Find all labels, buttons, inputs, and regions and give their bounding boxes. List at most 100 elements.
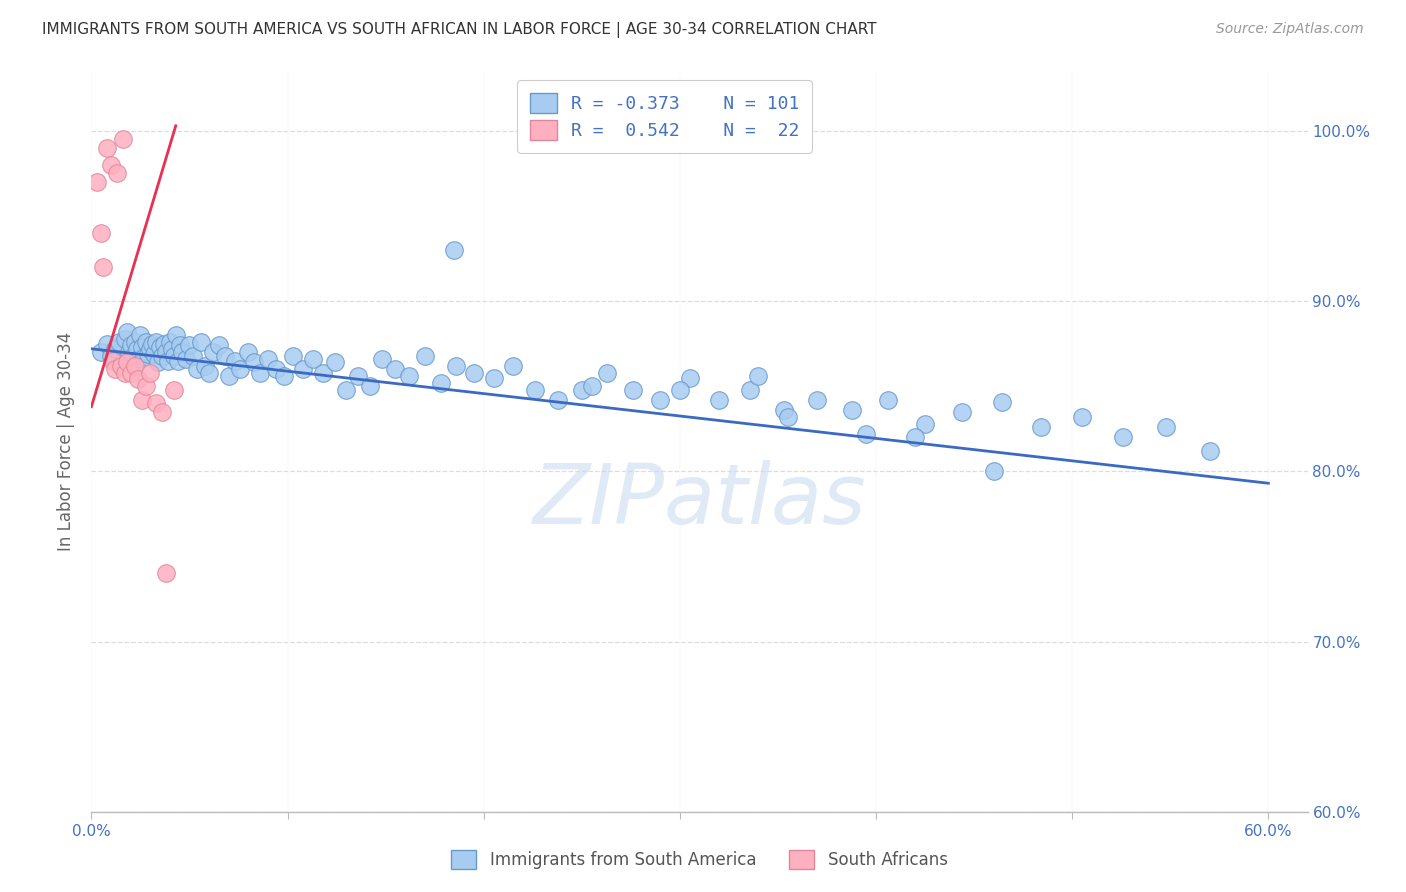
Point	[876, 392, 898, 407]
Point	[983, 464, 1005, 478]
Point	[179, 338, 201, 352]
Point	[292, 362, 315, 376]
Point	[134, 351, 156, 365]
Point	[264, 362, 287, 376]
Point	[141, 336, 163, 351]
Point	[170, 345, 193, 359]
Point	[443, 243, 465, 257]
Point	[273, 369, 295, 384]
Point	[114, 366, 136, 380]
Point	[202, 345, 225, 359]
Point	[100, 349, 122, 363]
Point	[174, 351, 197, 366]
Point	[429, 376, 451, 390]
Point	[312, 366, 335, 380]
Point	[502, 359, 524, 373]
Point	[120, 366, 142, 380]
Point	[776, 409, 799, 424]
Point	[150, 405, 173, 419]
Point	[650, 392, 672, 407]
Point	[155, 345, 177, 359]
Point	[740, 383, 762, 397]
Point	[96, 141, 118, 155]
Point	[114, 332, 136, 346]
Point	[950, 405, 973, 419]
Point	[679, 370, 702, 384]
Point	[115, 325, 138, 339]
Point	[129, 328, 152, 343]
Point	[214, 349, 236, 363]
Point	[156, 353, 179, 368]
Text: ZIPatlas: ZIPatlas	[533, 460, 866, 541]
Point	[581, 379, 603, 393]
Point	[169, 338, 191, 352]
Point	[186, 362, 208, 376]
Point	[131, 392, 153, 407]
Point	[135, 334, 157, 349]
Point	[155, 566, 177, 581]
Point	[149, 340, 172, 354]
Point	[707, 392, 730, 407]
Point	[145, 334, 167, 349]
Point	[105, 166, 128, 180]
Point	[139, 342, 162, 356]
Point	[772, 403, 794, 417]
Text: IMMIGRANTS FROM SOUTH AMERICA VS SOUTH AFRICAN IN LABOR FORCE | AGE 30-34 CORREL: IMMIGRANTS FROM SOUTH AMERICA VS SOUTH A…	[42, 22, 877, 38]
Point	[841, 403, 863, 417]
Point	[413, 349, 436, 363]
Point	[101, 353, 124, 368]
Point	[747, 369, 769, 384]
Point	[127, 351, 149, 366]
Point	[669, 383, 692, 397]
Point	[596, 366, 619, 380]
Point	[131, 340, 153, 354]
Point	[160, 342, 183, 356]
Point	[914, 417, 936, 431]
Point	[124, 334, 146, 349]
Point	[190, 334, 212, 349]
Point	[806, 392, 828, 407]
Point	[125, 342, 148, 356]
Point	[359, 379, 381, 393]
Point	[463, 366, 485, 380]
Point	[218, 369, 240, 384]
Point	[323, 355, 346, 369]
Point	[194, 359, 217, 373]
Point	[482, 370, 505, 384]
Point	[547, 392, 569, 407]
Point	[224, 353, 246, 368]
Point	[108, 334, 131, 349]
Point	[120, 338, 142, 352]
Point	[238, 345, 260, 359]
Point	[571, 383, 593, 397]
Point	[159, 334, 181, 349]
Point	[855, 426, 877, 441]
Point	[150, 349, 173, 363]
Point	[183, 349, 205, 363]
Point	[283, 349, 305, 363]
Point	[257, 351, 280, 366]
Point	[118, 345, 141, 359]
Point	[1029, 420, 1052, 434]
Point	[1156, 420, 1178, 434]
Point	[111, 353, 134, 368]
Legend: Immigrants from South America, South Africans: Immigrants from South America, South Afr…	[443, 842, 956, 878]
Point	[136, 347, 159, 361]
Point	[90, 226, 112, 240]
Point	[904, 430, 927, 444]
Point	[146, 355, 169, 369]
Point	[990, 394, 1012, 409]
Point	[135, 379, 157, 393]
Point	[398, 369, 420, 384]
Point	[1112, 430, 1135, 444]
Point	[347, 369, 370, 384]
Point	[115, 355, 138, 369]
Point	[523, 383, 546, 397]
Point	[110, 359, 132, 373]
Point	[104, 342, 127, 356]
Point	[249, 366, 271, 380]
Point	[91, 260, 114, 274]
Point	[124, 359, 146, 373]
Point	[370, 351, 392, 366]
Point	[335, 383, 357, 397]
